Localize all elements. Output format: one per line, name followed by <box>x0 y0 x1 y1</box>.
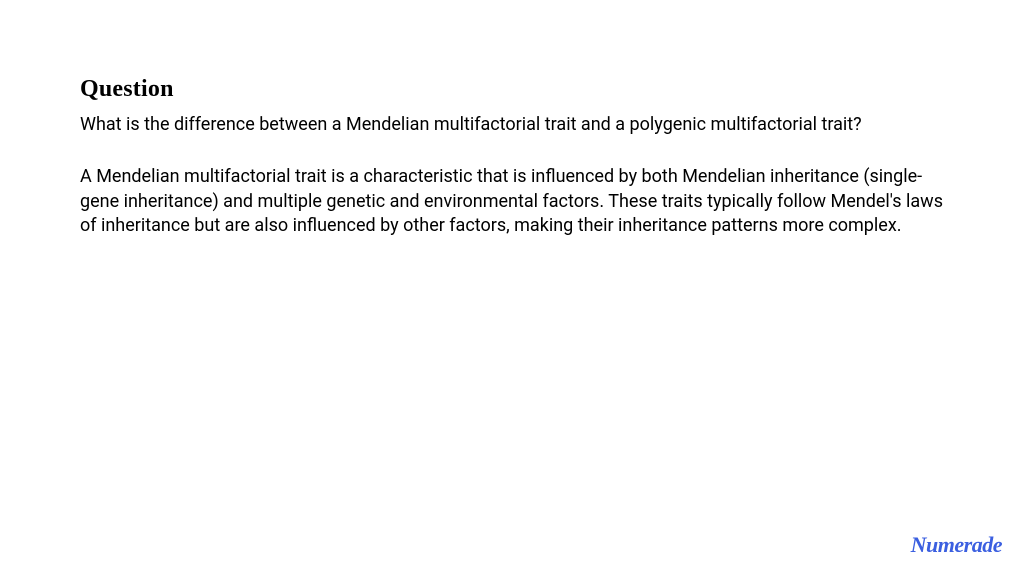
numerade-logo: Numerade <box>911 532 1002 558</box>
question-heading: Question <box>80 76 944 103</box>
answer-text: A Mendelian multifactorial trait is a ch… <box>80 165 944 238</box>
content-area: Question What is the difference between … <box>0 0 1024 238</box>
question-text: What is the difference between a Mendeli… <box>80 113 944 137</box>
